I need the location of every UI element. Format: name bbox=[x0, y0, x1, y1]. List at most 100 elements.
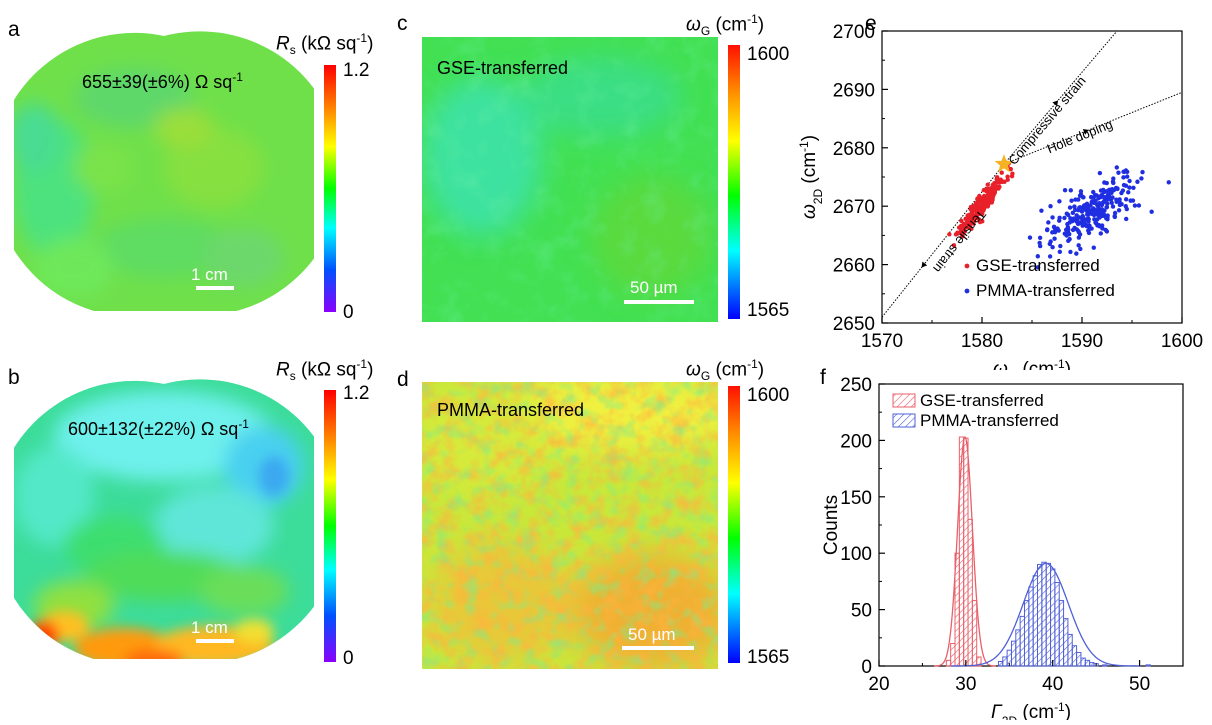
colorbar-max-b: 1.2 bbox=[343, 383, 370, 404]
legend-swatch-f-1 bbox=[892, 413, 916, 428]
data-point-pmma bbox=[1086, 230, 1092, 236]
data-point-pmma bbox=[1070, 218, 1075, 224]
data-point-pmma bbox=[1126, 190, 1131, 195]
data-point-pmma bbox=[1039, 208, 1044, 213]
data-point-pmma bbox=[1131, 185, 1136, 190]
x-tick-label-e: 1580 bbox=[961, 331, 1003, 352]
data-point-pmma bbox=[1076, 197, 1081, 202]
data-point-gse bbox=[994, 175, 1000, 180]
colorbar-a bbox=[324, 65, 336, 312]
data-point-pmma bbox=[1078, 189, 1084, 194]
sheet-resistance-annotation-a: 655±39(±6%) Ω sq-1 bbox=[82, 70, 243, 92]
data-point-pmma bbox=[1127, 185, 1132, 190]
data-point-pmma bbox=[1140, 169, 1145, 175]
colorbar-max-a: 1.2 bbox=[343, 60, 370, 81]
data-point-pmma bbox=[1111, 187, 1117, 193]
y-tick-label-e: 2700 bbox=[833, 22, 875, 43]
data-point-pmma bbox=[1084, 212, 1090, 217]
scale-bar-c bbox=[624, 300, 694, 304]
data-point-pmma bbox=[1132, 203, 1138, 208]
data-point-pmma bbox=[1027, 235, 1033, 240]
reference-line-2 bbox=[1003, 91, 1183, 165]
data-point-pmma bbox=[1057, 249, 1063, 255]
colorbar-title-c: ωG (cm-1) bbox=[686, 12, 765, 39]
data-point-pmma bbox=[1048, 239, 1053, 244]
data-point-pmma bbox=[1124, 174, 1130, 179]
histogram-bar-gse bbox=[967, 518, 973, 667]
reference-line-1 bbox=[1003, 30, 1118, 165]
y-tick-label-f: 150 bbox=[840, 488, 872, 509]
data-point-pmma bbox=[1111, 180, 1116, 186]
data-point-gse bbox=[955, 231, 961, 236]
data-point-gse bbox=[984, 198, 989, 203]
scale-bar-d bbox=[622, 646, 694, 650]
data-point-gse bbox=[999, 170, 1004, 175]
x-tick-label-f: 20 bbox=[868, 674, 889, 695]
data-point-pmma bbox=[1080, 194, 1086, 200]
data-point-pmma bbox=[1096, 209, 1102, 214]
data-point-pmma bbox=[1104, 205, 1109, 210]
data-point-pmma bbox=[1048, 203, 1053, 209]
data-point-gse bbox=[984, 187, 989, 192]
data-point-pmma bbox=[1105, 193, 1111, 198]
wafer-map-b bbox=[14, 379, 314, 660]
histogram-bar-pmma bbox=[1080, 657, 1086, 667]
data-point-pmma bbox=[1124, 206, 1129, 212]
data-point-pmma bbox=[1037, 235, 1043, 240]
y-tick-label-e: 2660 bbox=[833, 256, 875, 277]
x-tick-label-e: 1590 bbox=[1061, 331, 1103, 352]
y-axis-label-f: Counts bbox=[821, 495, 842, 555]
scale-bar-label-c: 50 µm bbox=[630, 278, 678, 297]
data-point-gse bbox=[969, 212, 974, 217]
panel-label-b: b bbox=[8, 366, 20, 389]
legend-label-e-1: PMMA-transferred bbox=[976, 281, 1115, 300]
data-point-pmma bbox=[1081, 203, 1087, 208]
data-point-pmma bbox=[1130, 198, 1136, 203]
data-point-pmma bbox=[1091, 189, 1096, 195]
data-point-pmma bbox=[1127, 178, 1132, 184]
data-point-gse bbox=[977, 219, 983, 225]
raman-shift-scatter-plot: 1570 1580 1590 1600 2650 2660 2670 2680 2690 2700… bbox=[797, 22, 1203, 370]
x-axis-label-f: Γ2D (cm-1) bbox=[991, 700, 1071, 720]
map-label-d: PMMA-transferred bbox=[437, 400, 585, 420]
x-tick-label-e: 1570 bbox=[861, 331, 903, 352]
data-point-pmma bbox=[1052, 228, 1058, 233]
x-tick-label-e: 1600 bbox=[1161, 331, 1203, 352]
y-tick-label-f: 0 bbox=[861, 657, 872, 678]
data-point-pmma bbox=[1114, 165, 1119, 170]
legend-marker-e-1 bbox=[964, 288, 970, 294]
histogram-bar-gse bbox=[971, 600, 978, 667]
histogram-bar-pmma bbox=[1145, 664, 1151, 667]
data-point-pmma bbox=[1117, 197, 1122, 202]
data-point-gse bbox=[969, 226, 974, 232]
data-point-pmma bbox=[1080, 217, 1085, 223]
histogram-bar-pmma bbox=[1002, 656, 1008, 667]
data-point-pmma bbox=[1064, 233, 1069, 238]
data-point-pmma bbox=[1123, 197, 1129, 202]
y-tick-label-e: 2650 bbox=[833, 314, 875, 335]
scale-bar-label-b: 1 cm bbox=[191, 618, 228, 637]
data-point-gse bbox=[986, 190, 991, 196]
colorbar-max-d: 1600 bbox=[747, 385, 790, 406]
y-axis-label-e: ω2D (cm-1) bbox=[797, 135, 825, 219]
data-point-pmma bbox=[1136, 203, 1142, 208]
data-point-gse bbox=[971, 218, 977, 224]
wafer-map-a bbox=[14, 31, 314, 312]
colorbar-min-c: 1565 bbox=[747, 300, 790, 321]
data-point-pmma bbox=[1122, 169, 1127, 175]
histogram-bar-pmma bbox=[1045, 562, 1052, 667]
x-tick-label-f: 50 bbox=[1129, 674, 1150, 695]
data-point-pmma bbox=[1105, 201, 1110, 206]
data-point-pmma bbox=[1076, 220, 1081, 225]
data-point-gse bbox=[974, 204, 979, 210]
panel-label-e: e bbox=[865, 12, 877, 35]
data-point-pmma bbox=[1057, 215, 1062, 221]
data-point-gse bbox=[947, 232, 952, 237]
data-point-gse bbox=[991, 187, 997, 193]
data-point-gse bbox=[990, 182, 995, 188]
data-point-gse bbox=[1005, 174, 1010, 179]
legend-marker-e-0 bbox=[964, 263, 970, 269]
data-point-pmma bbox=[1085, 207, 1091, 212]
data-point-pmma bbox=[1112, 214, 1118, 220]
data-point-pmma bbox=[1076, 207, 1081, 213]
